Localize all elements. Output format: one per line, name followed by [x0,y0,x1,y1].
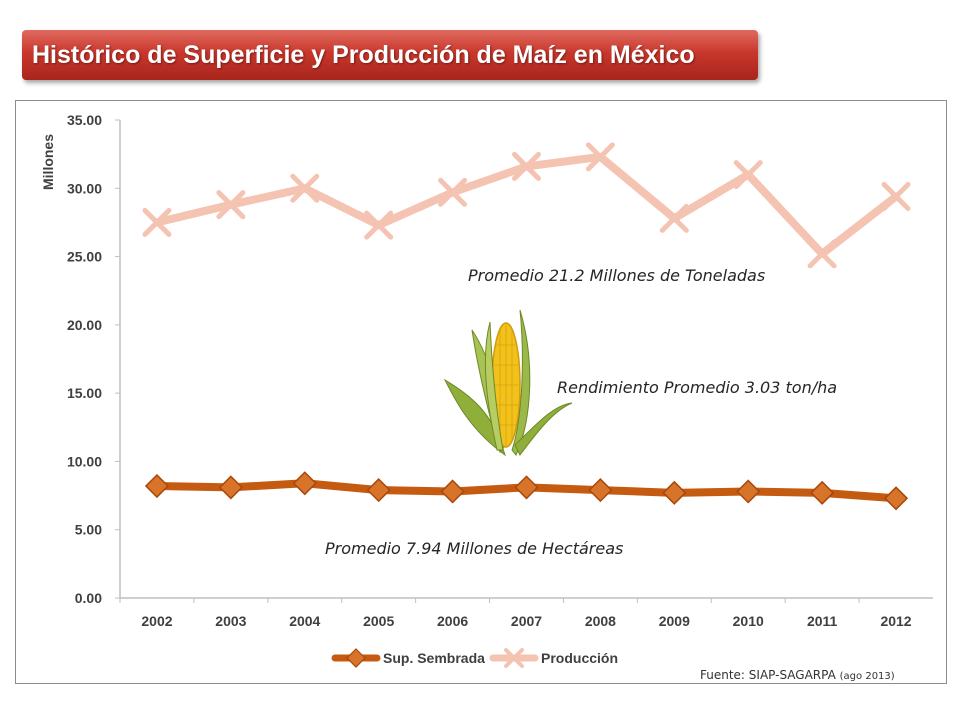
annotation-area-average: Promedio 7.94 Millones de Hectáreas [325,539,623,558]
y-tick-label: 30.00 [67,180,102,196]
y-tick-label: 20.00 [67,317,102,333]
y-tick-label: 10.00 [67,453,102,469]
x-tick-label: 2012 [880,613,911,629]
x-tick-label: 2010 [733,613,764,629]
x-tick-label: 2006 [437,613,468,629]
series-produccion [142,142,911,269]
corn-cob-icon [443,309,573,457]
y-tick-label: 35.00 [67,112,102,128]
data-point [736,479,761,504]
data-point [514,475,539,500]
data-point [142,207,172,237]
x-axis: 2002 2003 2004 2005 2006 2007 2008 2009 2010 2011… [119,597,933,629]
data-point [366,478,391,503]
data-point [292,471,317,496]
x-tick-label: 2002 [141,613,172,629]
legend-item: Producción [489,648,618,668]
data-point [290,173,320,203]
data-point [810,480,835,505]
y-tick-label: 0.00 [75,590,102,606]
legend-marker [504,648,524,668]
legend-marker [346,648,366,668]
x-tick-label: 2004 [289,613,320,629]
data-point [883,486,909,511]
data-point [218,475,243,500]
x-tick-label: 2011 [807,613,838,629]
source-label: Fuente: SIAP-SAGARPA [700,668,836,682]
title-bar: Histórico de Superficie y Producción de … [22,30,758,80]
x-tick-label: 2003 [215,613,246,629]
y-tick-label: 15.00 [67,385,102,401]
legend-label: Producción [541,650,618,666]
y-tick-label: 25.00 [67,249,102,265]
data-point [881,181,911,211]
data-point [662,480,687,505]
x-tick-label: 2008 [585,613,616,629]
source-date: (ago 2013) [839,671,895,682]
data-point [585,142,615,172]
data-point [512,151,541,181]
slide-title: Histórico de Superficie y Producción de … [32,40,695,69]
legend-item: Sup. Sembrada [331,648,485,668]
y-axis: 0.00 5.00 10.00 15.00 20.00 25.00 30.00 35.00 [67,112,121,606]
series-group [142,142,911,511]
data-point [144,473,170,499]
data-point [364,210,394,240]
x-tick-label: 2009 [659,613,690,629]
source-note: Fuente: SIAP-SAGARPA (ago 2013) [700,668,895,682]
data-point [659,203,689,233]
chart-frame [15,100,947,684]
y-tick-label: 5.00 [75,522,102,538]
data-point [440,479,465,504]
data-point [588,478,613,503]
x-tick-label: 2005 [363,613,394,629]
data-point [807,239,837,269]
data-point [216,190,246,220]
annotation-yield-average: Rendimiento Promedio 3.03 ton/ha [557,378,837,397]
annotation-production-average: Promedio 21.2 Millones de Toneladas [468,266,765,285]
series-line [152,152,901,258]
legend-label: Sup. Sembrada [383,650,485,666]
legend: Sup. Sembrada Producción [331,648,618,668]
y-axis-label: Millones [40,134,56,190]
data-point [733,160,763,190]
data-point [438,177,468,207]
x-tick-label: 2007 [511,613,542,629]
series-sup-sembrada [144,471,909,511]
